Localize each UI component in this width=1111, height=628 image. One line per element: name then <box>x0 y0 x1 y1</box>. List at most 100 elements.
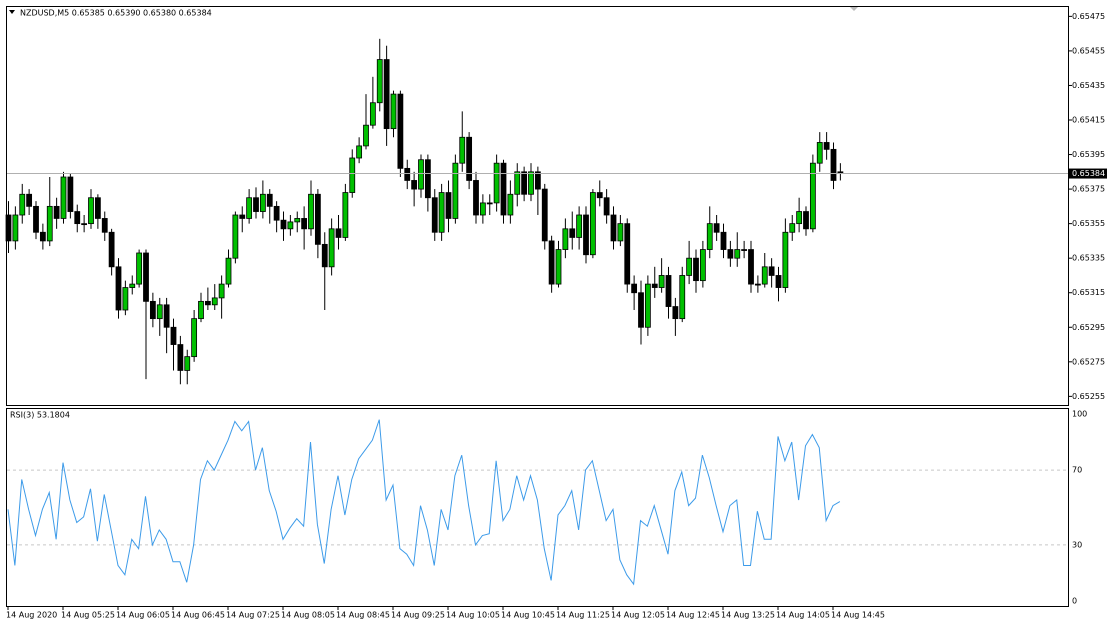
candle-body <box>328 228 335 268</box>
candle-body <box>356 145 363 159</box>
candle-body <box>754 283 761 286</box>
candle-body <box>583 214 589 256</box>
candle-body <box>170 326 177 345</box>
candle-body <box>720 231 727 250</box>
candle-body <box>528 171 534 195</box>
candle-body <box>335 228 342 238</box>
candle-body <box>143 252 149 302</box>
x-tick-label: 14 Aug 11:25 <box>556 611 610 620</box>
candle-body <box>521 171 528 195</box>
y-tick-label: 0.65275 <box>1072 357 1105 366</box>
candle-body <box>314 193 321 245</box>
candle-body <box>60 176 67 219</box>
candle-body <box>101 218 108 233</box>
candle-body <box>239 214 246 219</box>
candle-body <box>644 283 651 328</box>
candle-body <box>452 162 459 219</box>
x-tick-label: 14 Aug 07:25 <box>226 611 280 620</box>
candle-body <box>122 287 129 311</box>
candle-body <box>466 136 473 181</box>
candle-body <box>665 275 672 307</box>
candle-body <box>287 221 294 230</box>
candle-body <box>596 192 603 199</box>
candle-body <box>686 257 693 276</box>
candle-body <box>411 180 418 190</box>
rsi-panel <box>6 408 1069 607</box>
y-tick-label: 0.65355 <box>1072 219 1105 228</box>
candle-body <box>775 275 782 288</box>
candle-body <box>108 231 115 268</box>
candle-body <box>363 124 369 147</box>
candle-body <box>383 59 390 130</box>
candle-body <box>713 223 720 233</box>
y-tick-label: 70 <box>1072 466 1082 475</box>
candle-body <box>555 249 562 285</box>
y-tick-label: 0.65435 <box>1072 81 1105 90</box>
x-tick-label: 14 Aug 2020 <box>6 611 57 620</box>
candle-body <box>624 223 631 285</box>
candle-body <box>81 223 88 226</box>
x-tick-label: 14 Aug 14:45 <box>831 611 885 620</box>
candle-body <box>617 223 624 242</box>
candle-body <box>651 283 658 288</box>
candle-body <box>782 231 789 288</box>
chart-title: NZDUSD,M5 0.65385 0.65390 0.65380 0.6538… <box>20 9 212 18</box>
candle-body <box>246 197 253 219</box>
candle-body <box>562 228 569 250</box>
current-price-box <box>1069 168 1107 179</box>
candle-body <box>541 188 548 242</box>
candle-body <box>53 205 60 219</box>
candle-body <box>459 136 466 164</box>
candle-body <box>486 202 493 205</box>
candle-body <box>301 218 308 230</box>
candle-body <box>225 257 232 285</box>
x-tick-label: 14 Aug 06:45 <box>171 611 225 620</box>
rsi-line <box>7 419 841 586</box>
y-tick-label: 30 <box>1072 540 1082 549</box>
candle-body <box>418 159 424 190</box>
candle-body <box>672 306 679 320</box>
y-tick-label: 0.65395 <box>1072 150 1105 159</box>
candle-body <box>748 249 754 285</box>
candle-body <box>253 197 259 212</box>
y-tick-label: 0.65255 <box>1072 392 1105 401</box>
candle-body <box>431 197 438 233</box>
candle-body <box>514 171 521 195</box>
candle-body <box>679 275 686 320</box>
candle-body <box>706 223 713 250</box>
candle-body <box>321 243 328 268</box>
y-tick-label: 0.65295 <box>1072 323 1105 332</box>
candle-body <box>5 214 12 242</box>
candle-body <box>376 59 383 104</box>
candle-body <box>734 249 741 259</box>
candle-body <box>500 162 507 216</box>
candle-body <box>218 283 225 299</box>
candle-body <box>115 266 122 311</box>
candle-body <box>445 192 452 219</box>
candle-body <box>136 252 143 285</box>
candle-body <box>473 180 479 216</box>
candle-body <box>631 283 638 294</box>
x-tick-label: 14 Aug 10:45 <box>501 611 555 620</box>
candle-body <box>699 249 706 282</box>
y-tick-label: 0.65375 <box>1072 185 1105 194</box>
candle-body <box>191 318 198 358</box>
candle-body <box>129 283 136 288</box>
candle-body <box>26 193 33 207</box>
candle-body <box>816 142 823 164</box>
rsi-title: RSI(3) 53.1804 <box>10 411 70 420</box>
candle-body <box>727 249 734 259</box>
candle-body <box>177 344 184 371</box>
candle-body <box>266 193 273 207</box>
panel-arrow <box>9 10 15 14</box>
candle-body <box>796 211 803 225</box>
candle-body <box>589 192 596 256</box>
candle-body <box>610 214 617 242</box>
x-tick-label: 14 Aug 06:05 <box>116 611 170 620</box>
candle-body <box>184 356 191 371</box>
candle-body <box>576 214 583 238</box>
candle-body <box>259 193 266 212</box>
candle-body <box>404 167 411 181</box>
price-panel <box>6 6 1069 406</box>
